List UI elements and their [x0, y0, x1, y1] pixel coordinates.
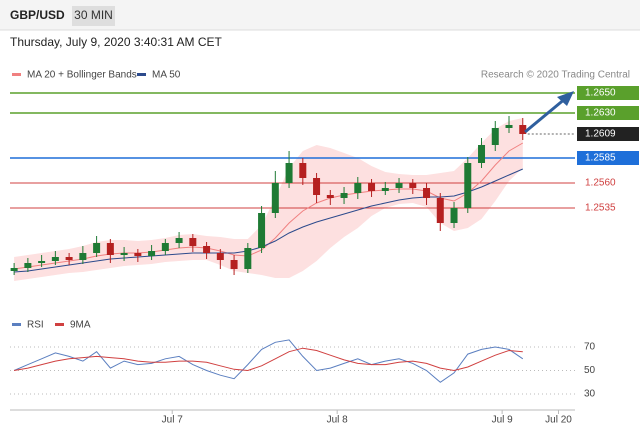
- interval: 30 MIN: [74, 8, 113, 22]
- legend-label: MA 50: [152, 70, 181, 81]
- candle-body: [285, 163, 293, 183]
- rsi-line: [14, 347, 523, 372]
- legend-swatch: [137, 73, 146, 76]
- candle-body: [381, 188, 389, 191]
- level-box: [577, 106, 639, 120]
- candle-body: [161, 243, 169, 251]
- candle-body: [368, 183, 376, 191]
- candle-body: [409, 183, 417, 188]
- legend-label: 9MA: [70, 320, 91, 331]
- legend-label: MA 20 + Bollinger Bands: [27, 70, 137, 81]
- candle-body: [299, 163, 307, 178]
- x-tick-label: Jul 8: [327, 415, 349, 426]
- x-tick-label: Jul 20: [545, 415, 572, 426]
- candle-body: [464, 163, 472, 208]
- arrow-shaft: [524, 96, 567, 134]
- band-layer: [14, 118, 523, 281]
- candle-body: [189, 238, 197, 246]
- candle-body: [93, 243, 101, 253]
- candle-body: [175, 238, 183, 243]
- main-layer: MA 20 + Bollinger Bands MA 50 1.2650 1.2630…: [10, 70, 639, 426]
- candle-body: [148, 251, 156, 256]
- candle-body: [326, 195, 334, 198]
- legend-swatch: [12, 73, 21, 76]
- rsi-line: [13, 339, 524, 383]
- y-tick-label: 50: [584, 365, 596, 376]
- candle-body: [65, 257, 73, 260]
- candle-body: [340, 193, 348, 198]
- candle-body: [271, 183, 279, 213]
- candle-body: [134, 253, 142, 256]
- candle-body: [450, 208, 458, 223]
- bollinger-band: [14, 118, 523, 281]
- level-label: 1.2650: [585, 88, 616, 99]
- candle-body: [258, 213, 266, 248]
- level-box: [577, 127, 639, 141]
- arrow-head: [557, 91, 574, 106]
- level-label: 1.2535: [585, 203, 616, 214]
- candle-body: [491, 128, 499, 145]
- level-label: 1.2585: [585, 153, 616, 164]
- candle-body: [120, 253, 128, 255]
- candle-body: [519, 125, 527, 134]
- candle-body: [505, 125, 513, 128]
- legend-swatch: [55, 323, 64, 326]
- candle-body: [24, 263, 32, 268]
- candle-body: [395, 183, 403, 188]
- symbol: GBP/USD: [10, 8, 65, 22]
- candle-body: [203, 246, 211, 253]
- level-box: [577, 86, 639, 100]
- y-tick-label: 30: [584, 389, 596, 400]
- x-tick-label: Jul 7: [162, 415, 184, 426]
- level-label: 1.2609: [585, 129, 616, 140]
- ma-line: [14, 168, 523, 273]
- interval-box: [72, 6, 115, 26]
- timestamp: Thursday, July 9, 2020 3:40:31 AM CET: [10, 35, 223, 49]
- candle-body: [38, 261, 46, 263]
- source: Research © 2020 Trading Central: [481, 70, 630, 81]
- candle-body: [423, 188, 431, 198]
- candle-body: [313, 178, 321, 195]
- candle-body: [216, 253, 224, 260]
- candle-body: [436, 198, 444, 223]
- level-label: 1.2560: [585, 178, 616, 189]
- candle-body: [10, 268, 18, 271]
- level-label: 1.2630: [585, 108, 616, 119]
- x-tick-label: Jul 9: [492, 415, 514, 426]
- candle-body: [230, 260, 238, 269]
- candle-body: [106, 243, 114, 255]
- candle-body: [354, 183, 362, 193]
- candle-body: [478, 145, 486, 163]
- y-tick-label: 70: [584, 342, 596, 353]
- level-box: [577, 151, 639, 165]
- candle-body: [51, 257, 59, 261]
- legend-label: RSI: [27, 320, 44, 331]
- legend-swatch: [12, 323, 21, 326]
- candle-body: [79, 253, 87, 260]
- candle-body: [244, 248, 252, 269]
